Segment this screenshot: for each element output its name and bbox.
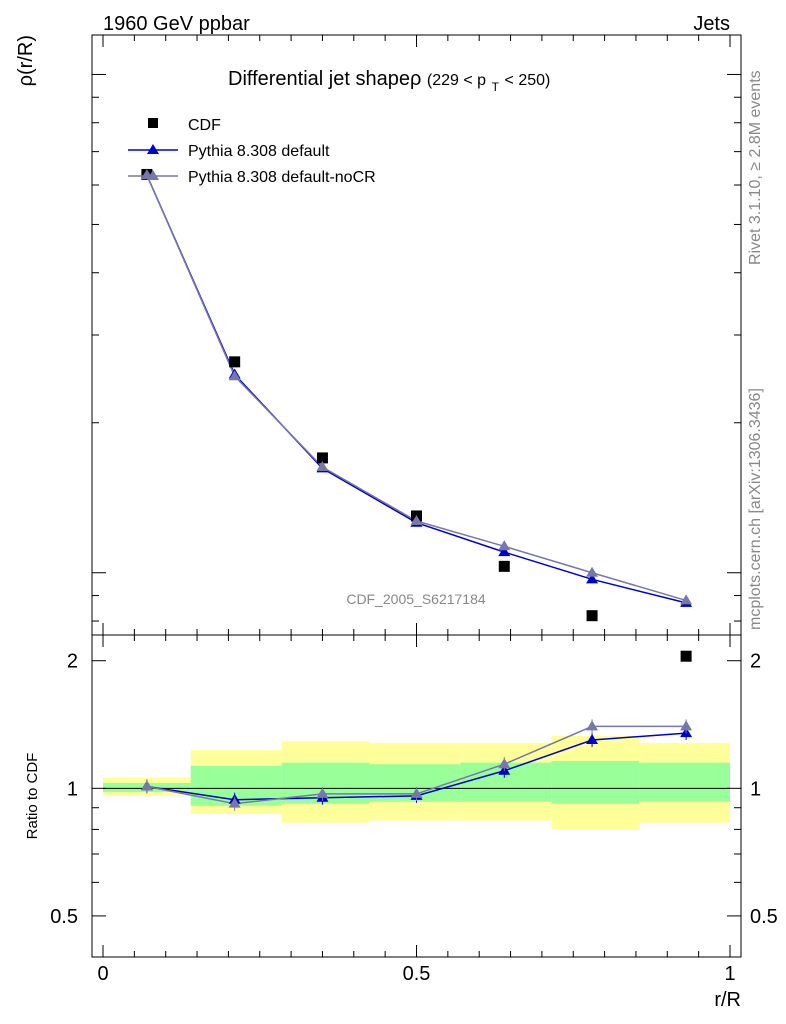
legend-nocr-marker bbox=[147, 170, 159, 180]
main-mc-point bbox=[586, 566, 599, 577]
main-series-line bbox=[146, 174, 687, 602]
ratio-point bbox=[680, 720, 693, 731]
ratio-ytick-label-right: 1 bbox=[750, 778, 761, 800]
main-ylabel: ρ(r/R) bbox=[15, 35, 37, 86]
main-series-line bbox=[146, 174, 687, 604]
ratio-ytick-label: 1 bbox=[67, 778, 78, 800]
process-label: Jets bbox=[693, 13, 730, 35]
legend-cdf-label: CDF bbox=[188, 117, 221, 134]
legend: CDF Pythia 8.308 default Pythia 8.308 de… bbox=[128, 117, 376, 186]
main-mc-point bbox=[316, 461, 329, 472]
main-title-text: Differential jet shapeρ bbox=[228, 68, 421, 90]
main-mc-point bbox=[410, 515, 423, 526]
ratio-point bbox=[140, 780, 153, 791]
ratio-point bbox=[316, 787, 329, 798]
ratio-xtick-label: 1 bbox=[724, 963, 735, 985]
main-title-range-end: < 250) bbox=[505, 72, 551, 89]
legend-default-label: Pythia 8.308 default bbox=[188, 143, 330, 160]
main-data-point bbox=[680, 650, 692, 662]
legend-default-marker bbox=[147, 144, 159, 154]
ratio-point bbox=[410, 787, 423, 798]
ratio-xtick-label: 0.5 bbox=[403, 963, 431, 985]
ratio-bands bbox=[103, 735, 730, 830]
main-data-point bbox=[316, 452, 328, 464]
legend-nocr-label: Pythia 8.308 default-noCR bbox=[188, 169, 376, 186]
legend-cdf-marker bbox=[148, 118, 158, 128]
mcplots-label: mcplots.cern.ch [arXiv:1306.3436] bbox=[747, 388, 764, 630]
ratio-point bbox=[586, 734, 599, 745]
ratio-point bbox=[586, 720, 599, 731]
ratio-ticks: 0 0.5 1 0.5 0.5 1 1 2 2 bbox=[50, 635, 778, 985]
ratio-ytick-label: 0.5 bbox=[50, 906, 78, 928]
stat-unc-band bbox=[639, 762, 730, 802]
main-series bbox=[140, 168, 693, 662]
main-panel: ρ(r/R) Differential jet shapeρ (229 < p … bbox=[15, 34, 742, 662]
main-data-point bbox=[498, 560, 510, 572]
main-title: Differential jet shapeρ (229 < p T < 250… bbox=[228, 68, 550, 96]
main-data-point bbox=[586, 610, 598, 622]
ratio-ytick-label: 2 bbox=[67, 651, 78, 673]
ratio-xlabel: r/R bbox=[714, 989, 741, 1011]
ratio-ytick-label-right: 2 bbox=[750, 651, 761, 673]
main-mc-point bbox=[586, 573, 599, 584]
main-data-point bbox=[229, 356, 241, 368]
ratio-series bbox=[140, 719, 693, 811]
beam-label: 1960 GeV ppbar bbox=[103, 13, 250, 35]
main-mc-point bbox=[680, 594, 693, 605]
ratio-point bbox=[498, 758, 511, 769]
main-mc-point bbox=[498, 540, 511, 551]
stat-unc-band bbox=[551, 761, 640, 804]
ratio-ytick-label-right: 0.5 bbox=[750, 906, 778, 928]
main-mc-point bbox=[498, 546, 511, 557]
ratio-ylabel: Ratio to CDF bbox=[24, 753, 41, 840]
main-mc-point bbox=[228, 370, 241, 381]
main-title-range: (229 < p bbox=[427, 72, 486, 89]
ratio-xtick-label: 0 bbox=[97, 963, 108, 985]
ratio-point bbox=[228, 797, 241, 808]
main-title-sub: T bbox=[492, 80, 500, 94]
analysis-watermark: CDF_2005_S6217184 bbox=[346, 591, 486, 607]
main-ticks bbox=[92, 35, 741, 635]
rivet-label: Rivet 3.1.10, ≥ 2.8M events bbox=[747, 70, 764, 265]
ratio-panel: Ratio to CDF r/R 0 0.5 1 0.5 0.5 1 1 2 2 bbox=[24, 634, 778, 1011]
